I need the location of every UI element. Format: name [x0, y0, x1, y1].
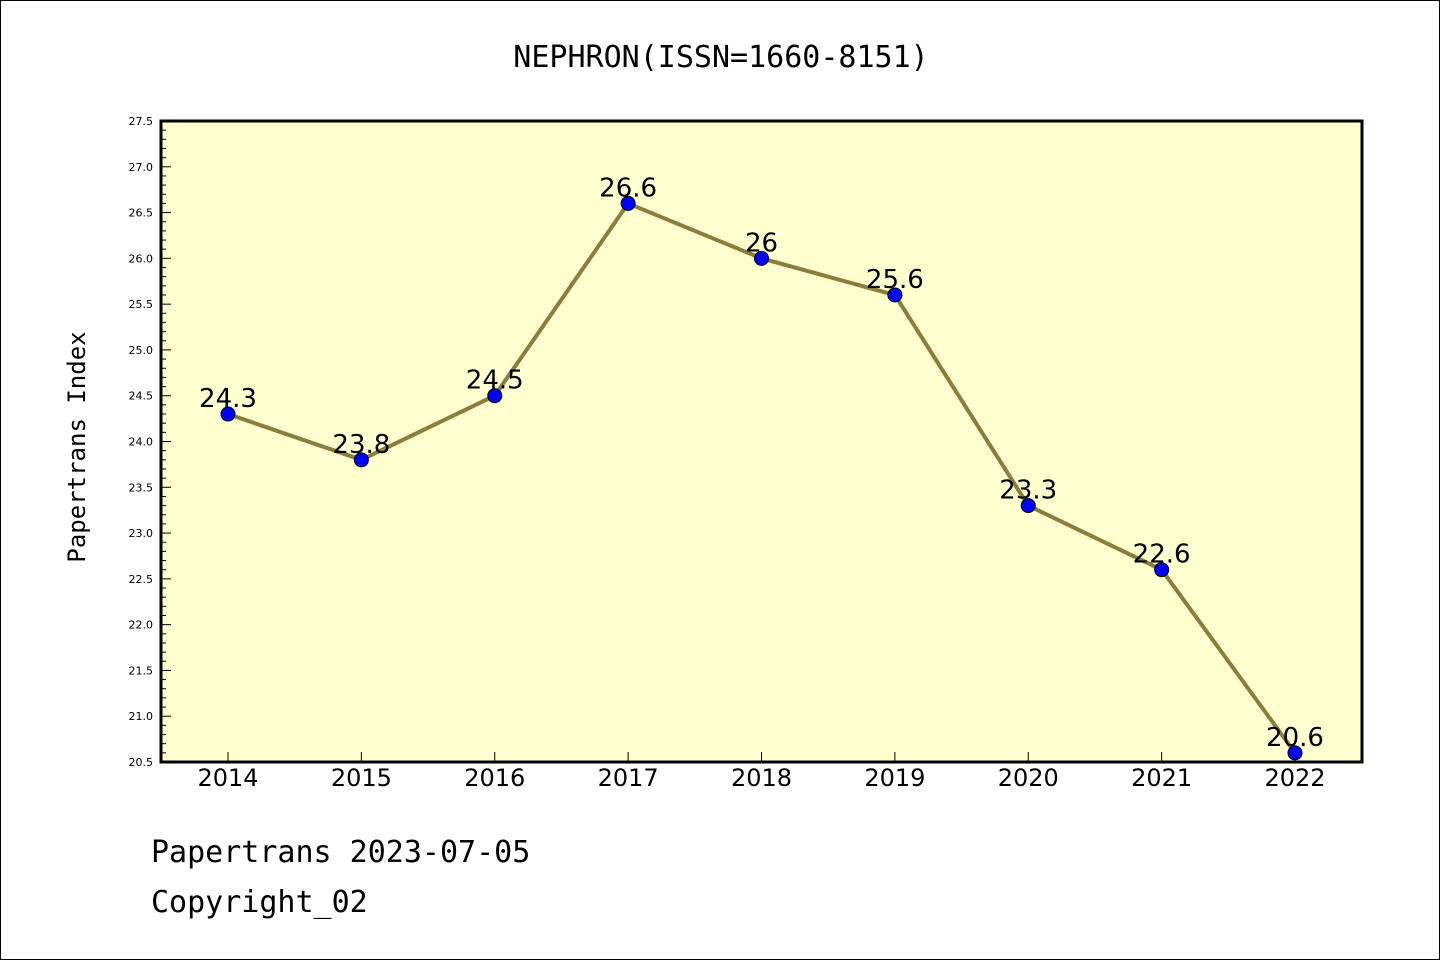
y-tick-label: 22.5: [129, 573, 154, 586]
data-label: 23.8: [332, 430, 390, 460]
data-label: 23.3: [999, 476, 1057, 506]
y-tick-label: 24.0: [129, 436, 154, 449]
y-tick-label: 24.5: [129, 390, 154, 403]
data-label: 26: [745, 228, 778, 258]
data-point: [1154, 562, 1170, 578]
data-point: [487, 388, 503, 404]
y-tick-label: 27.0: [129, 161, 154, 174]
data-point: [1020, 498, 1036, 514]
y-tick-label: 22.0: [129, 619, 154, 632]
y-tick-label: 23.0: [129, 527, 154, 540]
y-tick-label: 26.0: [129, 252, 154, 265]
footer-copyright: Copyright_02: [151, 885, 368, 920]
y-tick-label: 25.5: [129, 298, 154, 311]
data-point: [754, 250, 769, 266]
y-axis: 20.5 21.0 21.5 22.0 22.5 23.0 23.5 24.0 24.5 25.0…: [129, 115, 171, 769]
x-tick-label: 2020: [998, 764, 1059, 792]
markers-layer: [220, 195, 1303, 761]
chart-title: NEPHRON(ISSN=1660-8151): [513, 40, 928, 75]
data-point: [220, 406, 236, 422]
data-labels-layer: 24.3 23.8 24.5 26.6 26 25.6 23.3 22.6 20.6: [199, 173, 1324, 752]
data-label: 24.3: [199, 384, 257, 414]
x-axis: 2014 2015 2016 2017 2018 2019 2020 2021 2022: [197, 752, 1326, 792]
data-point: [620, 195, 636, 211]
data-label: 26.6: [599, 173, 657, 203]
y-axis-label: Papertrans Index: [63, 331, 91, 562]
data-point: [887, 287, 903, 303]
x-tick-label: 2015: [331, 764, 392, 792]
x-tick-label: 2018: [731, 764, 792, 792]
data-point: [1287, 745, 1303, 761]
data-point: [353, 452, 369, 468]
y-tick-label: 26.5: [129, 207, 154, 220]
y-tick-label: 27.5: [129, 115, 154, 128]
x-tick-label: 2014: [197, 764, 258, 792]
footer-date: Papertrans 2023-07-05: [151, 835, 531, 870]
x-tick-label: 2019: [864, 764, 925, 792]
data-label: 22.6: [1133, 540, 1191, 570]
x-tick-label: 2022: [1264, 764, 1325, 792]
data-label: 24.5: [466, 366, 524, 396]
y-tick-label: 25.0: [129, 344, 154, 357]
data-label: 20.6: [1266, 723, 1324, 753]
x-tick-label: 2021: [1131, 764, 1192, 792]
data-label: 25.6: [866, 265, 924, 295]
y-tick-label: 21.0: [129, 710, 154, 723]
y-tick-label: 21.5: [129, 664, 154, 677]
y-tick-label: 23.5: [129, 481, 154, 494]
x-tick-label: 2017: [598, 764, 659, 792]
plot-area: [159, 119, 1364, 764]
x-tick-label: 2016: [464, 764, 525, 792]
y-tick-label: 20.5: [129, 756, 154, 769]
